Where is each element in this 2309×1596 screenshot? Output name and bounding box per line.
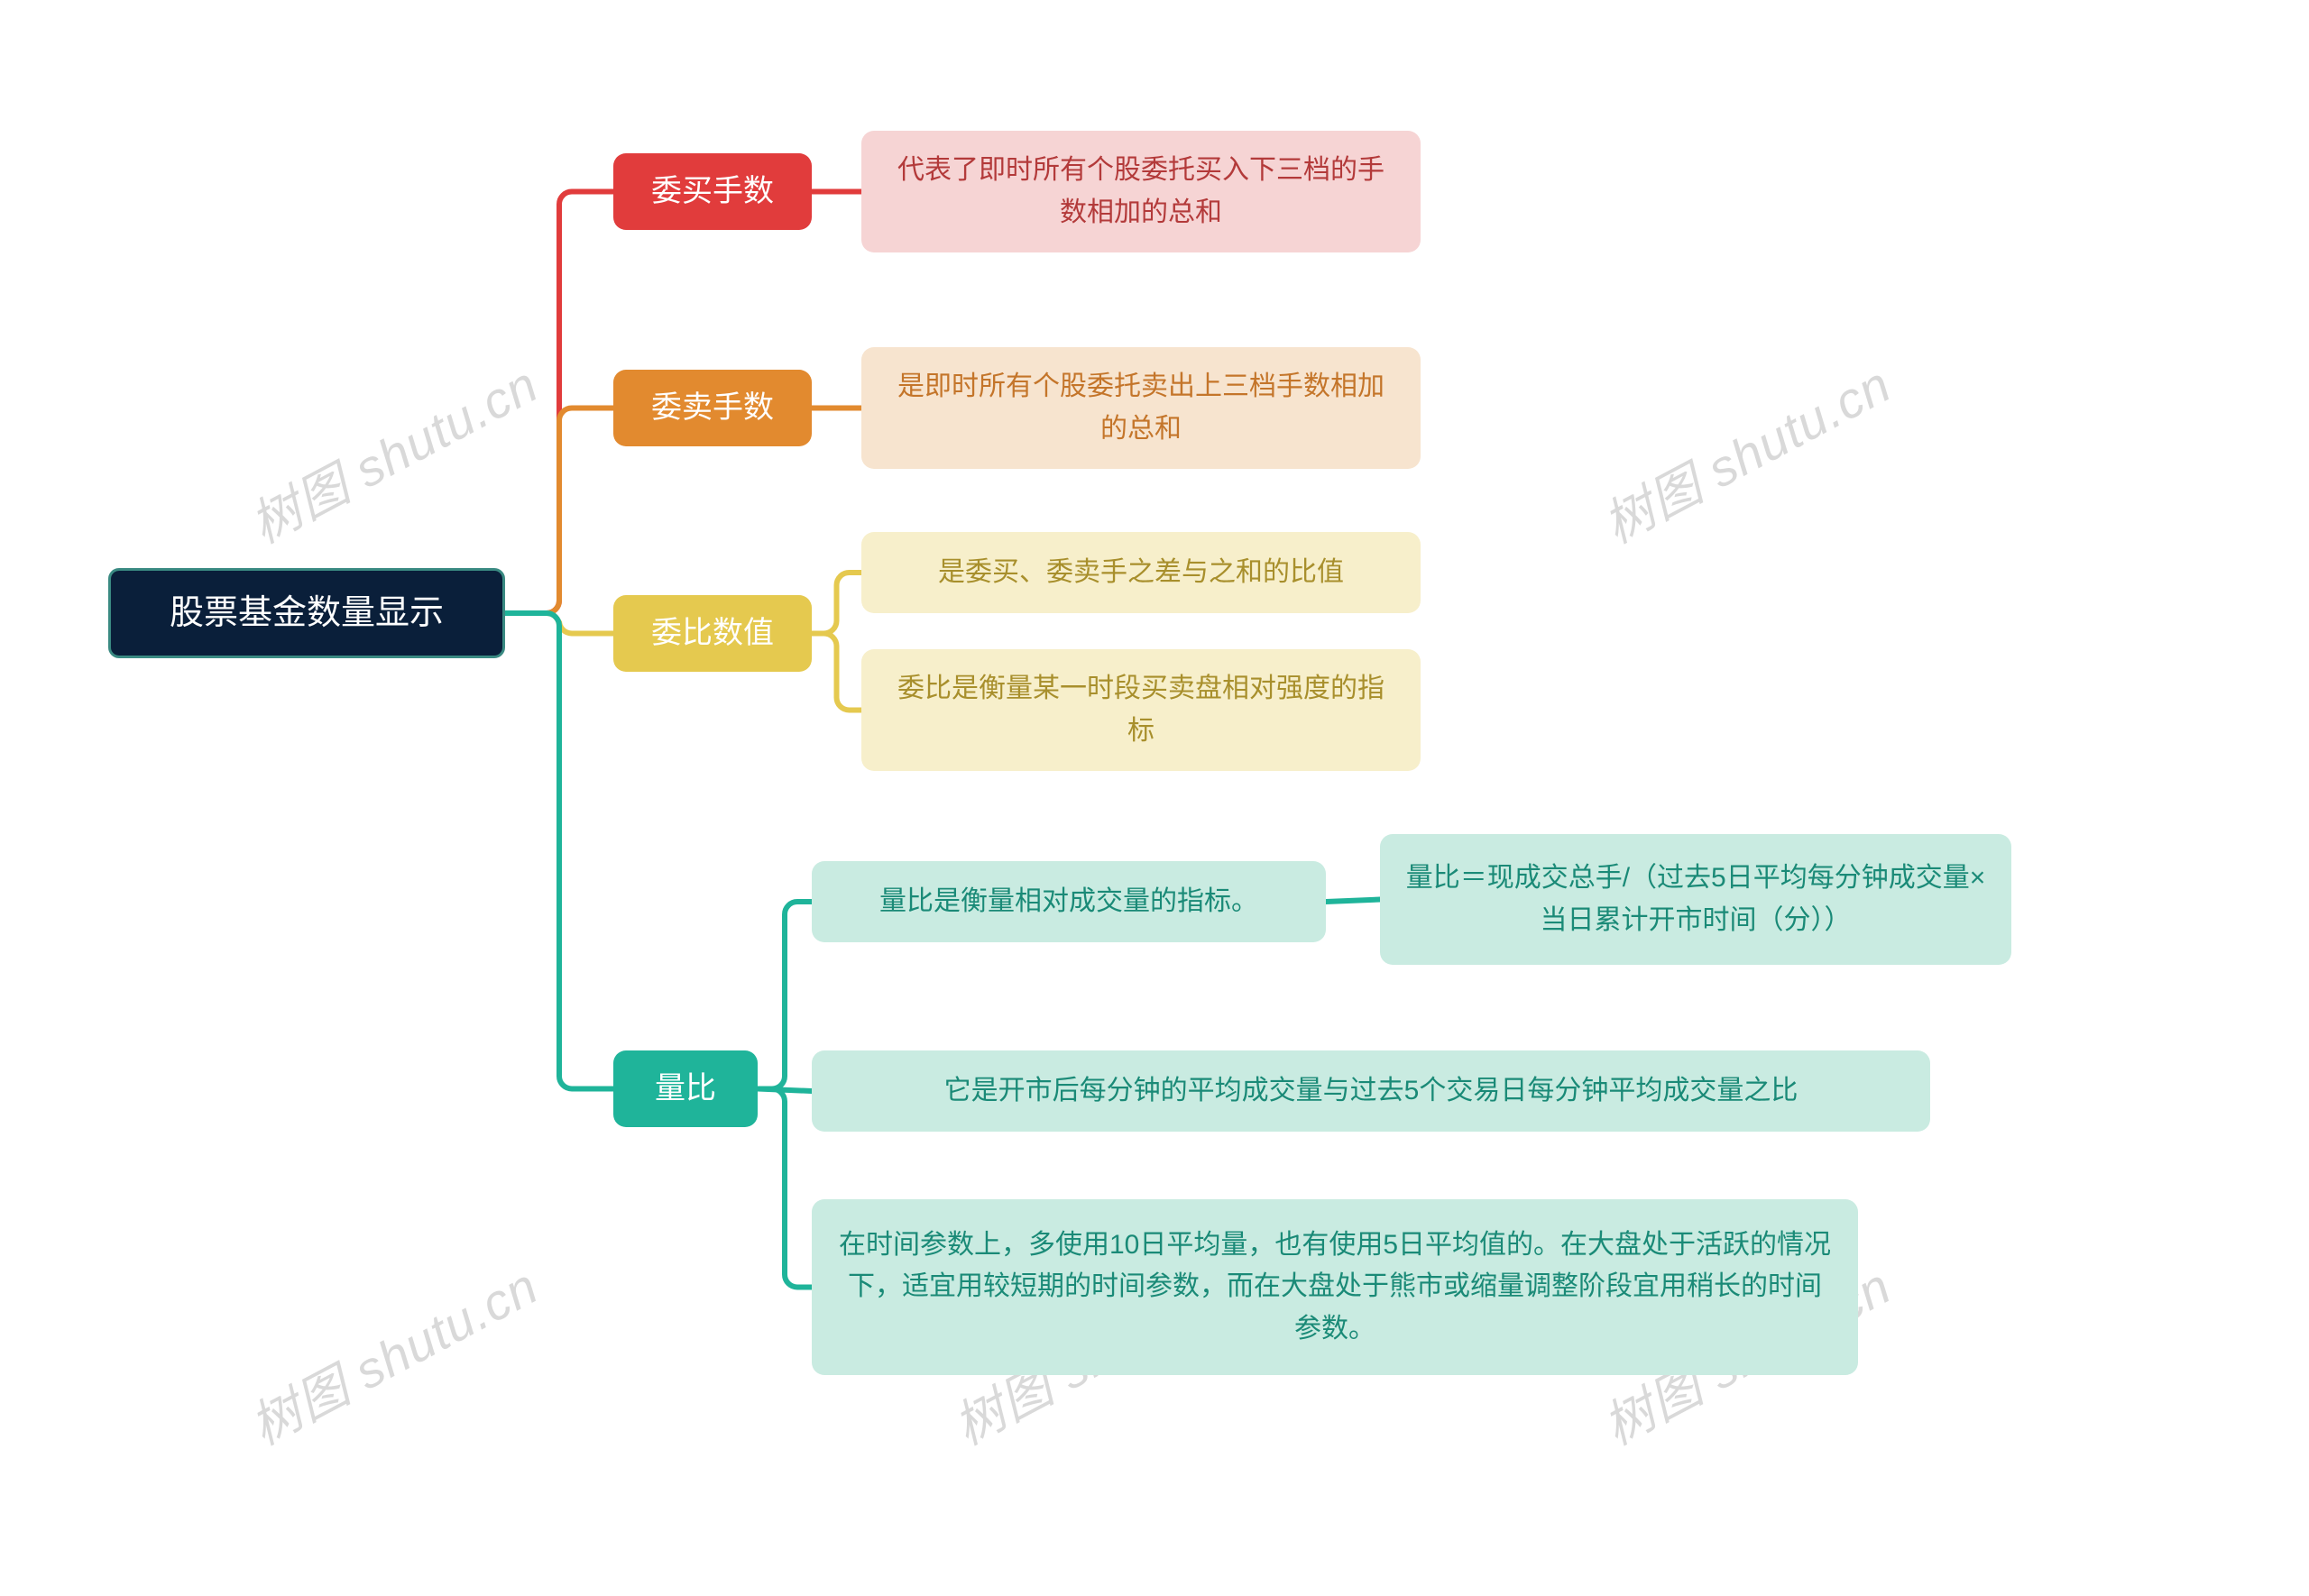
watermark: 树图 shutu.cn: [235, 1247, 548, 1460]
branch-sell-hands[interactable]: 委卖手数: [613, 370, 812, 446]
branch-buy-hands[interactable]: 委买手数: [613, 153, 812, 230]
branch-label: 委比数值: [651, 610, 774, 657]
branch-label: 委卖手数: [651, 384, 774, 432]
branch-label: 委买手数: [651, 168, 774, 216]
branch-weibi[interactable]: 委比数值: [613, 595, 812, 672]
leaf-sell-hands-desc[interactable]: 是即时所有个股委托卖出上三档手数相加的总和: [861, 347, 1421, 469]
mindmap-canvas: 树图 shutu.cn 树图 shutu.cn 树图 shutu.cn 树图 s…: [0, 0, 2309, 1596]
leaf-label: 代表了即时所有个股委托买入下三档的手数相加的总和: [887, 150, 1395, 234]
leaf-liangbi-def[interactable]: 量比是衡量相对成交量的指标。: [812, 861, 1326, 942]
leaf-liangbi-explain[interactable]: 它是开市后每分钟的平均成交量与过去5个交易日每分钟平均成交量之比: [812, 1050, 1930, 1132]
leaf-label: 量比是衡量相对成交量的指标。: [879, 881, 1258, 923]
leaf-buy-hands-desc[interactable]: 代表了即时所有个股委托买入下三档的手数相加的总和: [861, 131, 1421, 252]
leaf-label: 委比是衡量某一时段买卖盘相对强度的指标: [887, 668, 1395, 752]
branch-liangbi[interactable]: 量比: [613, 1050, 758, 1127]
leaf-label: 在时间参数上，多使用10日平均量，也有使用5日平均值的。在大盘处于活跃的情况下，…: [837, 1225, 1833, 1351]
leaf-weibi-def[interactable]: 是委买、委卖手之差与之和的比值: [861, 532, 1421, 613]
watermark: 树图 shutu.cn: [1588, 345, 1901, 558]
leaf-label: 是委买、委卖手之差与之和的比值: [938, 552, 1344, 594]
leaf-liangbi-formula[interactable]: 量比＝现成交总手/（过去5日平均每分钟成交量×当日累计开市时间（分））: [1380, 834, 2011, 965]
leaf-label: 是即时所有个股委托卖出上三档手数相加的总和: [887, 366, 1395, 450]
leaf-label: 它是开市后每分钟的平均成交量与过去5个交易日每分钟平均成交量之比: [944, 1070, 1798, 1113]
leaf-liangbi-time[interactable]: 在时间参数上，多使用10日平均量，也有使用5日平均值的。在大盘处于活跃的情况下，…: [812, 1199, 1858, 1375]
leaf-weibi-indicator[interactable]: 委比是衡量某一时段买卖盘相对强度的指标: [861, 649, 1421, 771]
leaf-label: 量比＝现成交总手/（过去5日平均每分钟成交量×当日累计开市时间（分））: [1405, 858, 1986, 941]
root-node[interactable]: 股票基金数量显示: [108, 568, 505, 658]
root-label: 股票基金数量显示: [170, 587, 444, 640]
watermark: 树图 shutu.cn: [235, 345, 548, 558]
branch-label: 量比: [655, 1065, 716, 1113]
